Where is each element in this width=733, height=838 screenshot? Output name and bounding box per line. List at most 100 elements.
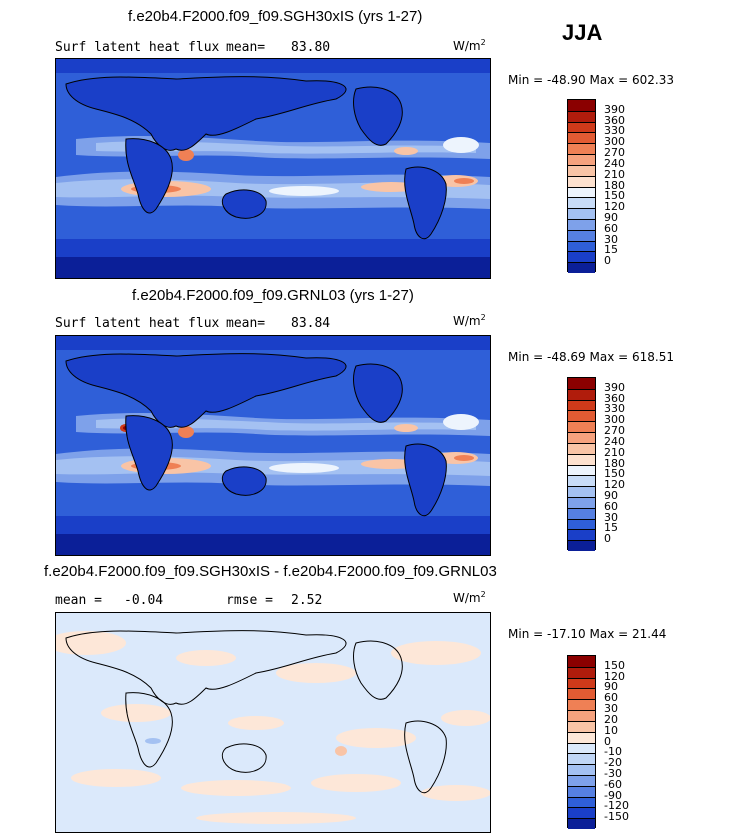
- panel3-mean-label: mean =: [55, 593, 102, 608]
- colorbar-tick-label: 150: [604, 658, 625, 672]
- colorbar-tick-label: 240: [604, 156, 625, 170]
- colorbar-swatch: [568, 132, 595, 144]
- colorbar-swatch: [568, 731, 595, 743]
- colorbar-tick-label: 60: [604, 499, 618, 513]
- colorbar-swatch: [568, 378, 595, 389]
- panel3-minmax: Min = -17.10 Max = 21.44: [508, 627, 667, 641]
- colorbar-tick-label: 150: [604, 467, 625, 481]
- colorbar-swatch: [568, 818, 595, 829]
- colorbar-swatch: [568, 100, 595, 111]
- colorbar-swatch: [568, 496, 595, 508]
- panel2-map-svg: [56, 336, 490, 555]
- panel3-map: [55, 612, 491, 833]
- colorbar-swatch: [568, 421, 595, 433]
- colorbar-swatch: [568, 197, 595, 209]
- colorbar-swatch: [568, 186, 595, 198]
- panel2-minmax: Min = -48.69 Max = 618.51: [508, 350, 675, 364]
- colorbar-swatch: [568, 475, 595, 487]
- colorbar-swatch: [568, 218, 595, 230]
- colorbar-tick-label: 330: [604, 124, 625, 138]
- colorbar-tick-label: -90: [604, 788, 622, 802]
- panel3-title: f.e20b4.F2000.f09_f09.SGH30xIS - f.e20b4…: [44, 563, 497, 580]
- colorbar-swatch: [568, 240, 595, 252]
- colorbar-swatch: [568, 453, 595, 465]
- colorbar-swatch: [568, 540, 595, 551]
- colorbar-tick-label: 180: [604, 178, 625, 192]
- colorbar-tick-label: 0: [604, 254, 611, 268]
- panel1-mean-value: 83.80: [291, 40, 331, 55]
- colorbar-tick-label: 300: [604, 135, 625, 149]
- panel1-map-svg: [56, 59, 490, 278]
- panel2-mean-label: mean=: [226, 316, 266, 331]
- panel1-units: W/m2: [453, 38, 486, 53]
- colorbar-tick-label: 180: [604, 456, 625, 470]
- colorbar-swatch: [568, 529, 595, 541]
- colorbar-tick-label: -30: [604, 766, 622, 780]
- colorbar-tick-label: 90: [604, 680, 618, 694]
- colorbar-tick-label: 150: [604, 189, 625, 203]
- panel2-map: [55, 335, 491, 556]
- colorbar-swatch: [568, 262, 595, 273]
- colorbar-swatch: [568, 175, 595, 187]
- colorbar-tick-label: 360: [604, 391, 625, 405]
- panel1-colorbar: [567, 99, 596, 273]
- colorbar-swatch: [568, 410, 595, 422]
- colorbar-swatch: [568, 656, 595, 667]
- colorbar-tick-label: 120: [604, 200, 625, 214]
- colorbar-tick-label: 270: [604, 146, 625, 160]
- colorbar-tick-label: -10: [604, 745, 622, 759]
- colorbar-swatch: [568, 486, 595, 497]
- panel1-field-label: Surf latent heat flux: [55, 40, 220, 55]
- colorbar-tick-label: -60: [604, 777, 622, 791]
- colorbar-swatch: [568, 807, 595, 819]
- panel1-minmax: Min = -48.90 Max = 602.33: [508, 73, 675, 87]
- colorbar-swatch: [568, 688, 595, 700]
- panel2-units: W/m2: [453, 313, 486, 328]
- colorbar-tick-label: 300: [604, 413, 625, 427]
- colorbar-swatch: [568, 507, 595, 519]
- panel3-rmse-label: rmse =: [226, 593, 273, 608]
- colorbar-swatch: [568, 399, 595, 411]
- colorbar-tick-label: 30: [604, 510, 618, 524]
- colorbar-swatch: [568, 742, 595, 754]
- colorbar-swatch: [568, 677, 595, 689]
- colorbar-swatch: [568, 442, 595, 454]
- colorbar-tick-label: 210: [604, 445, 625, 459]
- colorbar-swatch: [568, 164, 595, 176]
- colorbar-swatch: [568, 121, 595, 133]
- colorbar-tick-label: 60: [604, 221, 618, 235]
- colorbar-swatch: [568, 699, 595, 711]
- colorbar-swatch: [568, 710, 595, 721]
- panel1-mean-label: mean=: [226, 40, 266, 55]
- panel2-title: f.e20b4.F2000.f09_f09.GRNL03 (yrs 1-27): [132, 287, 414, 304]
- panel2-colorbar: [567, 377, 596, 551]
- colorbar-swatch: [568, 464, 595, 476]
- colorbar-tick-label: 30: [604, 232, 618, 246]
- colorbar-swatch: [568, 518, 595, 530]
- colorbar-swatch: [568, 110, 595, 122]
- colorbar-tick-label: 90: [604, 488, 618, 502]
- colorbar-tick-label: 0: [604, 532, 611, 546]
- panel3-map-svg: [56, 613, 490, 832]
- colorbar-tick-label: 10: [604, 723, 618, 737]
- colorbar-swatch: [568, 785, 595, 797]
- panel1-title: f.e20b4.F2000.f09_f09.SGH30xIS (yrs 1-27…: [128, 8, 423, 25]
- colorbar-tick-label: 60: [604, 691, 618, 705]
- colorbar-tick-label: 390: [604, 102, 625, 116]
- panel3-mean-value: -0.04: [124, 593, 164, 608]
- colorbar-swatch: [568, 432, 595, 443]
- colorbar-tick-label: 90: [604, 210, 618, 224]
- colorbar-tick-label: 330: [604, 402, 625, 416]
- panel3-units: W/m2: [453, 590, 486, 605]
- colorbar-tick-label: 120: [604, 669, 625, 683]
- colorbar-tick-label: 270: [604, 424, 625, 438]
- colorbar-tick-label: 240: [604, 434, 625, 448]
- colorbar-swatch: [568, 720, 595, 732]
- colorbar-swatch: [568, 666, 595, 678]
- colorbar-tick-label: -120: [604, 799, 629, 813]
- panel1-map: [55, 58, 491, 279]
- panel3-rmse-value: 2.52: [291, 593, 323, 608]
- colorbar-tick-label: 0: [604, 734, 611, 748]
- colorbar-swatch: [568, 154, 595, 165]
- colorbar-swatch: [568, 753, 595, 765]
